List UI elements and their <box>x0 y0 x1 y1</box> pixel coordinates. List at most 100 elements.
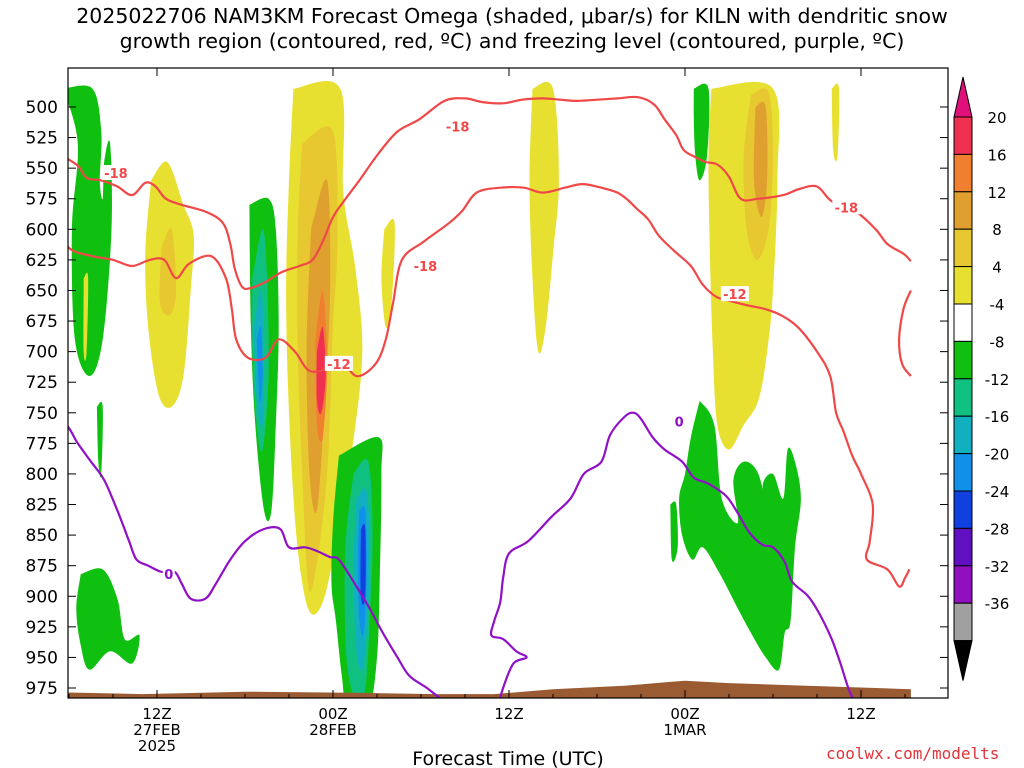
y-tick-label: 650 <box>26 281 58 301</box>
y-tick-label: 975 <box>26 679 58 699</box>
colorbar-label: -4 <box>990 296 1005 314</box>
x-tick-label: 28FEB <box>309 721 356 739</box>
chart-title: 2025022706 NAM3KM Forecast Omega (shaded… <box>0 4 1024 54</box>
omega-region <box>159 227 177 316</box>
colorbar-band <box>953 527 973 567</box>
y-tick-label: 700 <box>26 343 58 363</box>
omega-region <box>678 400 801 671</box>
x-tick-label: 2025 <box>138 737 176 755</box>
dgz-contour-line <box>68 182 911 588</box>
y-tick-label: 875 <box>26 557 58 577</box>
colorbar-label: -24 <box>985 483 1010 501</box>
colorbar-label: 20 <box>987 109 1006 127</box>
colorbar-top-arrow <box>953 76 973 118</box>
colorbar-label: -36 <box>985 595 1010 613</box>
x-tick-label: 12Z <box>142 705 171 723</box>
site-credit[interactable]: coolwx.com/modelts <box>826 744 1000 763</box>
dgz-contour-line <box>68 95 912 291</box>
x-tick-label: 12Z <box>494 705 523 723</box>
colorbar-band <box>953 116 973 155</box>
omega-region <box>83 272 89 361</box>
colorbar-label: -20 <box>985 446 1010 464</box>
omega-shading <box>68 80 840 698</box>
colorbar-band <box>953 340 973 380</box>
contour-label: -18 <box>414 260 438 275</box>
terrain-fill <box>68 680 911 698</box>
colorbar-bottom-arrow <box>953 640 973 681</box>
colorbar-label: -32 <box>985 558 1010 576</box>
y-tick-label: 900 <box>26 587 58 607</box>
colorbar-band <box>953 490 973 529</box>
y-tick-label: 750 <box>26 404 58 424</box>
y-tick-label: 800 <box>26 465 58 485</box>
title-line-1: 2025022706 NAM3KM Forecast Omega (shaded… <box>76 4 948 28</box>
y-tick-label: 825 <box>26 496 58 516</box>
colorbar-band <box>953 153 973 193</box>
colorbar-label: -12 <box>985 371 1010 389</box>
y-tick-label: 850 <box>26 526 58 546</box>
colorbar-band <box>953 191 973 230</box>
contour-label-bg <box>411 258 440 274</box>
omega-region <box>670 501 678 562</box>
contour-label-bg <box>324 355 353 371</box>
contour-label-bg <box>832 199 861 215</box>
terrain-surface <box>68 680 911 698</box>
omega-region <box>68 85 112 377</box>
colorbar-band <box>953 453 973 492</box>
contour-label-bg <box>443 118 472 134</box>
y-tick-label: 575 <box>26 190 58 210</box>
x-tick-label: 00Z <box>670 705 699 723</box>
colorbar-band <box>953 378 973 417</box>
y-tick-label: 675 <box>26 312 58 332</box>
contour-lines <box>68 95 912 698</box>
contour-label-bg <box>101 165 130 181</box>
y-tick-label: 950 <box>26 648 58 668</box>
contour-label-bg <box>673 413 686 429</box>
x-tick-label: 12Z <box>846 705 875 723</box>
x-tick-label: 00Z <box>318 705 347 723</box>
colorbar-band <box>953 228 973 268</box>
y-tick-label: 500 <box>26 98 58 118</box>
y-tick-label: 625 <box>26 251 58 271</box>
y-tick-label: 600 <box>26 220 58 240</box>
plot-frame <box>67 67 949 699</box>
dgz-contour-line <box>897 290 912 377</box>
freezing-level-line <box>68 425 442 698</box>
y-tick-label: 725 <box>26 373 58 393</box>
colorbar-label: -8 <box>990 333 1005 351</box>
omega-region <box>360 524 366 605</box>
contour-label: -18 <box>835 201 859 216</box>
freezing-level-line <box>489 411 855 698</box>
y-tick-label: 525 <box>26 129 58 149</box>
contour-label: -12 <box>723 288 747 303</box>
colorbar-label: 4 <box>992 259 1002 277</box>
title-line-2: growth region (contoured, red, ºC) and f… <box>119 29 905 53</box>
y-axis: 500 525 550 575 600 625 650 675 700 725 750 775 800 8… <box>26 98 948 699</box>
omega-region <box>753 101 768 218</box>
contour-label: -12 <box>327 358 351 373</box>
colorbar-label: -28 <box>985 520 1010 538</box>
x-tick-label: 27FEB <box>133 721 180 739</box>
colorbar: 20 16 12 8 4 -4 -8 -12 -16 -20 -24 -28 -32 -36 <box>953 76 1010 681</box>
colorbar-label: 8 <box>992 221 1002 239</box>
colorbar-band <box>953 266 973 305</box>
colorbar-band <box>953 565 973 604</box>
omega-region <box>693 83 710 181</box>
omega-region <box>831 83 840 162</box>
contour-label-bg <box>720 286 749 302</box>
colorbar-label: 12 <box>987 184 1006 202</box>
omega-region <box>76 568 140 670</box>
colorbar-band <box>953 415 973 455</box>
contour-label: -18 <box>446 121 470 136</box>
contour-label: 0 <box>164 568 173 583</box>
colorbar-band <box>953 303 973 342</box>
contour-label: -18 <box>104 167 128 182</box>
y-tick-label: 550 <box>26 159 58 179</box>
x-tick-label: 1MAR <box>663 721 706 739</box>
colorbar-band <box>953 602 973 642</box>
y-tick-label: 925 <box>26 618 58 638</box>
x-axis-label: Forecast Time (UTC) <box>412 748 603 768</box>
contour-label: 0 <box>675 415 684 430</box>
